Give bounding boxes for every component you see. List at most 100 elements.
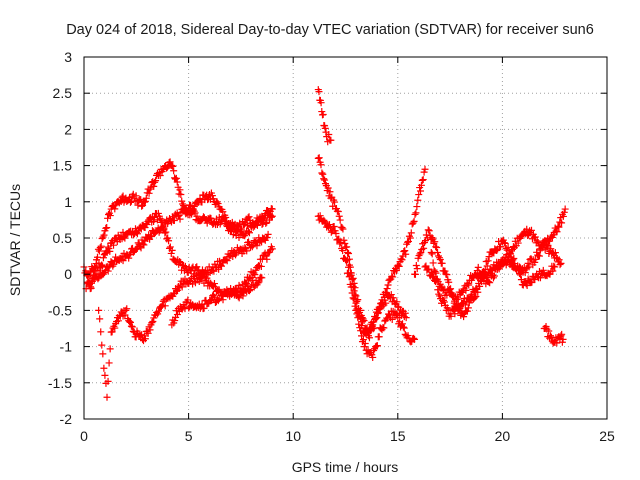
- data-point: [132, 245, 140, 253]
- data-point: [114, 317, 122, 325]
- data-point: [351, 291, 359, 299]
- data-point: [465, 281, 473, 289]
- data-point: [321, 176, 329, 184]
- data-point: [535, 252, 543, 260]
- data-point: [330, 222, 338, 230]
- data-point: [439, 296, 447, 304]
- data-point: [394, 314, 402, 322]
- data-point: [158, 217, 166, 225]
- data-point: [102, 224, 110, 232]
- data-point: [337, 238, 345, 246]
- data-point: [166, 158, 174, 166]
- data-point: [445, 278, 453, 286]
- data-point: [104, 243, 112, 251]
- data-point: [208, 192, 216, 200]
- data-point: [222, 213, 230, 221]
- data-point: [315, 88, 323, 96]
- data-point: [218, 262, 226, 270]
- data-point: [98, 261, 106, 269]
- data-point: [148, 233, 156, 241]
- data-point: [410, 217, 418, 225]
- data-point: [320, 175, 328, 183]
- data-point: [433, 276, 441, 284]
- data-point: [177, 191, 185, 199]
- data-point: [429, 272, 437, 280]
- data-point: [552, 227, 560, 235]
- data-point: [106, 212, 114, 220]
- data-point: [146, 326, 154, 334]
- data-point: [428, 250, 436, 258]
- data-point: [123, 305, 131, 313]
- data-point: [411, 335, 419, 343]
- data-point: [395, 262, 403, 270]
- data-point: [126, 318, 134, 326]
- y-tick-label: 2: [64, 121, 72, 137]
- y-tick-label: 3: [64, 49, 72, 65]
- data-point: [239, 292, 247, 300]
- data-point: [209, 195, 217, 203]
- data-point: [521, 269, 529, 277]
- data-point: [95, 306, 103, 314]
- data-point: [218, 292, 226, 300]
- data-point: [161, 229, 169, 237]
- data-point: [317, 161, 325, 169]
- data-point: [350, 279, 358, 287]
- data-point: [145, 189, 153, 197]
- x-tick-label: 10: [285, 428, 301, 444]
- data-point: [558, 219, 566, 227]
- data-point: [336, 216, 344, 224]
- data-point: [376, 305, 384, 313]
- data-point: [264, 230, 272, 238]
- data-point: [150, 218, 158, 226]
- data-point: [193, 212, 201, 220]
- data-point: [157, 218, 165, 226]
- data-point: [505, 250, 513, 258]
- data-point: [358, 318, 366, 326]
- data-point: [558, 330, 566, 338]
- y-tick-label: -1: [60, 339, 73, 355]
- data-point: [176, 258, 184, 266]
- data-point: [196, 194, 204, 202]
- data-point: [553, 228, 561, 236]
- data-point: [416, 250, 424, 258]
- data-point: [151, 178, 159, 186]
- data-point: [203, 274, 211, 282]
- data-point: [389, 273, 397, 281]
- data-point: [318, 169, 326, 177]
- data-point: [417, 181, 425, 189]
- data-point: [401, 309, 409, 317]
- data-point: [98, 341, 106, 349]
- data-point: [203, 219, 211, 227]
- data-point: [122, 306, 130, 314]
- data-point: [389, 294, 397, 302]
- data-point: [417, 187, 425, 195]
- data-point: [462, 286, 470, 294]
- data-point: [531, 233, 539, 241]
- data-point: [111, 205, 119, 213]
- data-point: [415, 191, 423, 199]
- data-point: [235, 294, 243, 302]
- data-point: [258, 220, 266, 228]
- data-point: [332, 230, 340, 238]
- data-point: [353, 305, 361, 313]
- data-point: [382, 299, 390, 307]
- data-point: [321, 124, 329, 132]
- data-point: [381, 296, 389, 304]
- data-point: [343, 243, 351, 251]
- data-point: [553, 339, 561, 347]
- data-point: [87, 283, 95, 291]
- data-point: [559, 335, 567, 343]
- x-axis-label: GPS time / hours: [292, 459, 399, 475]
- data-point: [375, 333, 383, 341]
- data-point: [126, 251, 134, 259]
- data-point: [419, 176, 427, 184]
- data-point: [549, 267, 557, 275]
- data-point: [163, 163, 171, 171]
- data-point: [451, 310, 459, 318]
- data-point: [434, 252, 442, 260]
- x-tick-label: 0: [80, 428, 88, 444]
- data-point: [317, 99, 325, 107]
- data-point: [319, 170, 327, 178]
- data-point: [97, 242, 105, 250]
- data-point: [538, 244, 546, 252]
